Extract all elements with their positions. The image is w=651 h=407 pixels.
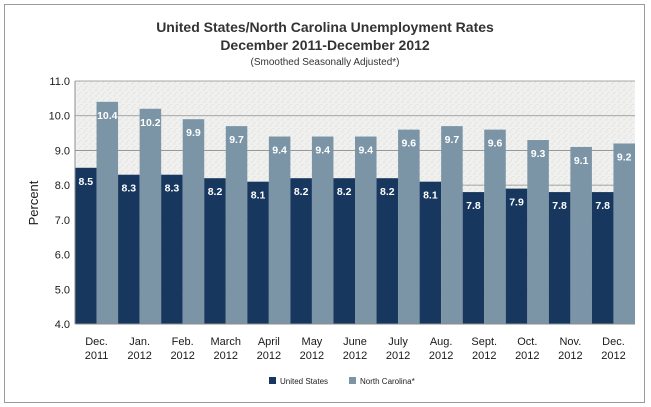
x-tick-label: May 2012 [300, 336, 324, 362]
data-label-united-states: 8.2 [294, 186, 309, 198]
data-label-north-carolina: 9.2 [617, 151, 632, 163]
bar-united-states [290, 178, 312, 324]
data-label-north-carolina: 9.4 [358, 145, 373, 157]
data-label-north-carolina: 9.6 [402, 138, 417, 150]
bars [75, 101, 635, 325]
data-labels: 8.5 10.4 8.3 10.2 8.3 9.9 8.2 9.7 8.1 9.4 8.2 9.4 8.… [78, 110, 631, 212]
legend-swatch-north-carolina [349, 377, 356, 384]
bar-north-carolina [139, 108, 162, 325]
y-tick-label: 4.0 [55, 319, 70, 331]
bar-north-carolina [311, 136, 334, 324]
data-label-north-carolina: 9.7 [229, 134, 244, 146]
data-label-united-states: 8.1 [251, 190, 266, 202]
bar-united-states [75, 167, 97, 324]
x-tick-label: April 2012 [257, 336, 281, 362]
data-label-united-states: 8.2 [208, 186, 223, 198]
bar-united-states [118, 174, 140, 324]
x-tick-label: July 2012 [386, 336, 410, 362]
legend-swatch-united-states [269, 377, 276, 384]
data-label-united-states: 7.8 [595, 200, 610, 212]
y-tick-label: 8.0 [55, 180, 70, 192]
bar-united-states [591, 192, 614, 324]
bar-north-carolina [355, 136, 377, 324]
data-label-north-carolina: 9.7 [445, 134, 460, 146]
data-label-north-carolina: 9.4 [315, 145, 330, 157]
bar-north-carolina [570, 146, 592, 324]
bar-united-states [333, 178, 355, 324]
data-label-united-states: 8.3 [165, 183, 180, 195]
x-tick-label: Jan. 2012 [127, 336, 151, 362]
chart-title: United States/North Carolina Unemploymen… [156, 19, 494, 35]
y-tick-label: 7.0 [55, 215, 70, 227]
x-tick-label: Feb. 2012 [170, 336, 194, 362]
data-label-united-states: 8.2 [337, 186, 352, 198]
data-label-united-states: 7.8 [552, 200, 567, 212]
data-label-united-states: 8.5 [78, 176, 93, 188]
bar-united-states [548, 192, 571, 324]
unemployment-chart: United States/North Carolina Unemploymen… [26, 19, 635, 386]
x-tick-label: March 2012 [210, 336, 241, 362]
bar-united-states [462, 192, 485, 324]
legend-label-north-carolina: North Carolina* [360, 377, 415, 386]
y-axis-ticks: 4.0 5.0 6.0 7.0 8.0 9.0 10.0 11.0 [49, 76, 70, 331]
data-label-north-carolina: 9.4 [272, 145, 287, 157]
chart-frame: United States/North Carolina Unemploymen… [4, 4, 645, 403]
data-label-north-carolina: 9.1 [574, 155, 589, 167]
x-tick-label: Sept. 2012 [471, 336, 497, 362]
bar-north-carolina [484, 129, 506, 324]
bar-united-states [419, 181, 442, 324]
y-axis-label: Percent [26, 180, 41, 225]
x-tick-label: Nov. 2012 [558, 336, 582, 362]
x-tick-label: Aug. 2012 [429, 336, 453, 362]
data-label-united-states: 7.9 [509, 197, 524, 209]
data-label-north-carolina: 9.9 [186, 127, 201, 139]
x-tick-label: Dec. 2012 [601, 336, 625, 362]
bar-united-states [247, 181, 269, 324]
chart-note: (Smoothed Seasonally Adjusted*) [251, 57, 400, 68]
bar-north-carolina [268, 136, 291, 324]
x-tick-label: Dec. 2011 [85, 336, 109, 362]
data-label-north-carolina: 10.2 [140, 117, 161, 129]
bar-north-carolina [225, 126, 248, 324]
bar-north-carolina [527, 140, 549, 324]
bar-united-states [161, 174, 183, 324]
data-label-united-states: 8.3 [122, 183, 137, 195]
y-tick-label: 5.0 [55, 284, 70, 296]
data-label-north-carolina: 9.3 [531, 148, 546, 160]
bar-north-carolina [613, 143, 635, 324]
bar-united-states [505, 188, 528, 324]
x-tick-label: Oct. 2012 [515, 336, 539, 362]
x-axis-ticks: Dec. 2011 Jan. 2012 Feb. 2012 March 2012 April 20… [85, 336, 626, 362]
y-tick-label: 9.0 [55, 145, 70, 157]
y-tick-label: 6.0 [55, 250, 70, 262]
bar-north-carolina [182, 119, 205, 324]
bar-north-carolina [96, 101, 119, 324]
x-tick-label: June 2012 [343, 336, 367, 362]
legend: United States North Carolina* [269, 377, 415, 386]
bar-united-states [376, 178, 399, 324]
bar-united-states [204, 178, 226, 324]
data-label-united-states: 8.1 [423, 190, 438, 202]
bar-north-carolina [398, 129, 420, 324]
bar-north-carolina [441, 126, 463, 324]
data-label-united-states: 7.8 [466, 200, 481, 212]
chart-subtitle: December 2011-December 2012 [220, 37, 430, 53]
y-tick-label: 10.0 [49, 111, 70, 123]
data-label-united-states: 8.2 [380, 186, 395, 198]
y-tick-label: 11.0 [49, 76, 70, 88]
data-label-north-carolina: 10.4 [97, 110, 118, 122]
data-label-north-carolina: 9.6 [488, 138, 503, 150]
legend-label-united-states: United States [280, 377, 328, 386]
